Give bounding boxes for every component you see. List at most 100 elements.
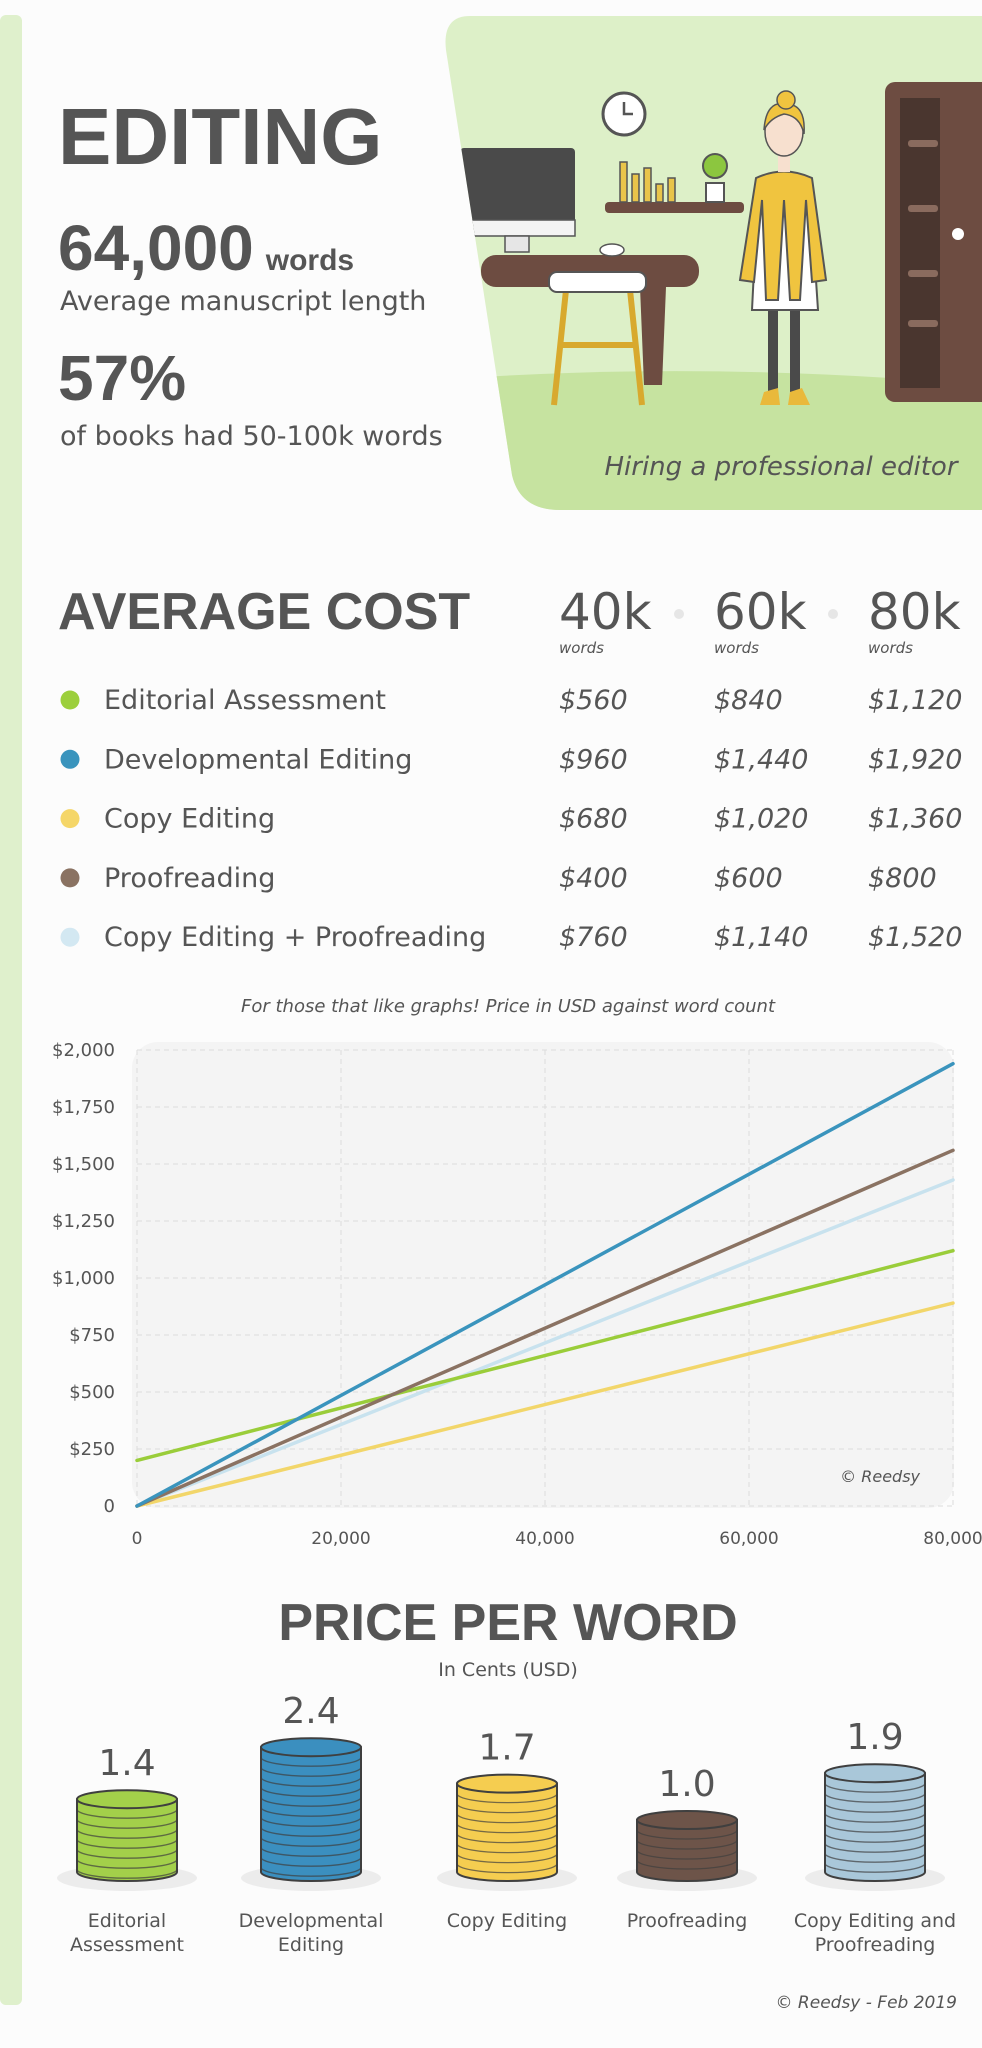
row-dot <box>60 690 80 710</box>
shelf <box>605 202 744 213</box>
side-strip <box>0 15 22 2005</box>
coin-edge <box>824 1863 926 1873</box>
coin-edge <box>456 1863 558 1874</box>
coin-edge <box>824 1803 926 1813</box>
y-tick-label: $1,000 <box>52 1268 115 1289</box>
coin-edge <box>76 1829 178 1839</box>
section-title: AVERAGE COST <box>58 583 470 641</box>
y-tick-label: $1,500 <box>52 1154 115 1175</box>
y-tick-label: $2,000 <box>52 1040 115 1061</box>
coin-top <box>76 1789 178 1810</box>
coin-edge <box>260 1787 362 1797</box>
coin-edge <box>76 1839 178 1849</box>
value-label: 1.7 <box>478 1728 535 1769</box>
price: $960 <box>559 744 628 775</box>
coin-edge <box>76 1819 178 1829</box>
clock-hands <box>622 102 633 116</box>
row-name: Copy Editing <box>104 804 275 835</box>
column-separator <box>828 609 838 619</box>
coin-edge <box>456 1823 558 1834</box>
series-line <box>135 1178 955 1508</box>
y-tick-label: $1,250 <box>52 1211 115 1232</box>
category-label: Editorial Assessment <box>70 1910 184 1956</box>
price: $400 <box>559 863 628 894</box>
row-dot <box>60 749 80 769</box>
chart-annotation: © Reedsy <box>840 1467 920 1486</box>
shelf-items <box>619 161 676 203</box>
door-knob <box>952 228 964 240</box>
coin-edge <box>260 1847 362 1857</box>
floor <box>445 371 982 510</box>
stat-caption: of books had 50-100k words <box>60 421 443 452</box>
stat-value: 64,000 <box>58 212 254 284</box>
coin-edge <box>260 1837 362 1847</box>
coin-edge <box>456 1833 558 1844</box>
coin-edge <box>456 1813 558 1824</box>
coin-edge <box>260 1867 362 1877</box>
plant-pot <box>705 182 725 203</box>
price: $1,020 <box>714 804 808 835</box>
coin-edge <box>636 1849 738 1860</box>
x-tick-label: 20,000 <box>311 1529 370 1549</box>
series-line <box>135 1061 955 1508</box>
section-subtitle: In Cents (USD) <box>438 1659 578 1681</box>
price: $1,520 <box>868 922 962 953</box>
stat-unit: words <box>265 244 354 277</box>
illustration-caption: Hiring a professional editor <box>604 452 959 482</box>
coin-top <box>824 1763 926 1784</box>
category-label: Proofreading <box>626 1910 748 1932</box>
y-tick-label: 0 <box>104 1496 115 1517</box>
x-tick-label: 60,000 <box>719 1529 778 1549</box>
coin-edge <box>76 1849 178 1859</box>
section-title: PRICE PER WORD <box>278 1594 737 1652</box>
coin-edge <box>824 1843 926 1853</box>
value-label: 1.0 <box>658 1764 715 1805</box>
value-label: 2.4 <box>282 1691 339 1732</box>
category-label: Developmental Editing <box>238 1910 384 1956</box>
row-dot <box>60 809 80 829</box>
value-label: 1.9 <box>846 1717 903 1758</box>
coin-edge <box>824 1783 926 1793</box>
page-title: EDITING <box>58 92 382 181</box>
monitor-stand <box>504 235 530 253</box>
price: $800 <box>868 863 937 894</box>
coin-edge <box>456 1803 558 1814</box>
price: $1,920 <box>868 744 962 775</box>
price: $1,120 <box>868 685 962 716</box>
stat-line: 64,000 words <box>58 212 354 284</box>
line-chart: 0 $250 $500 $750 $1,000 $1,250 $1,500 $1,750 $2,… <box>52 1040 982 1549</box>
column-separator <box>674 609 684 619</box>
coin-edge <box>260 1827 362 1837</box>
coin-edge <box>260 1757 362 1767</box>
row-dot <box>60 927 80 947</box>
chart-title: For those that like graphs! Price in USD… <box>241 996 776 1017</box>
y-tick-label: $1,750 <box>52 1097 115 1118</box>
row-dot <box>60 868 80 888</box>
y-tick-label: $250 <box>69 1439 115 1460</box>
price: $1,440 <box>714 744 808 775</box>
coin-edge <box>260 1797 362 1807</box>
stat-value: 57% <box>58 342 186 414</box>
coin-edge <box>260 1777 362 1787</box>
coin-edge <box>456 1793 558 1804</box>
desk-leg <box>640 287 666 385</box>
illustration <box>445 16 982 510</box>
y-tick-label: $750 <box>69 1325 115 1346</box>
coin-chart: 1.4 2.4 1.7 1.0 1.9 <box>57 1691 945 1891</box>
coin-edge <box>636 1839 738 1850</box>
coin-edge <box>76 1869 178 1879</box>
monitor-chin <box>459 219 576 237</box>
editor-figure <box>738 90 828 405</box>
column-unit: words <box>868 639 913 657</box>
series-line <box>135 1301 955 1508</box>
monitor <box>460 148 575 236</box>
series-line <box>135 1148 955 1508</box>
coin-edge <box>76 1859 178 1869</box>
column-header: 80k <box>868 583 961 641</box>
value-label: 1.4 <box>98 1743 155 1784</box>
door-hinges <box>908 140 938 327</box>
coin-stack <box>824 1772 926 1882</box>
row-name: Editorial Assessment <box>104 685 386 716</box>
